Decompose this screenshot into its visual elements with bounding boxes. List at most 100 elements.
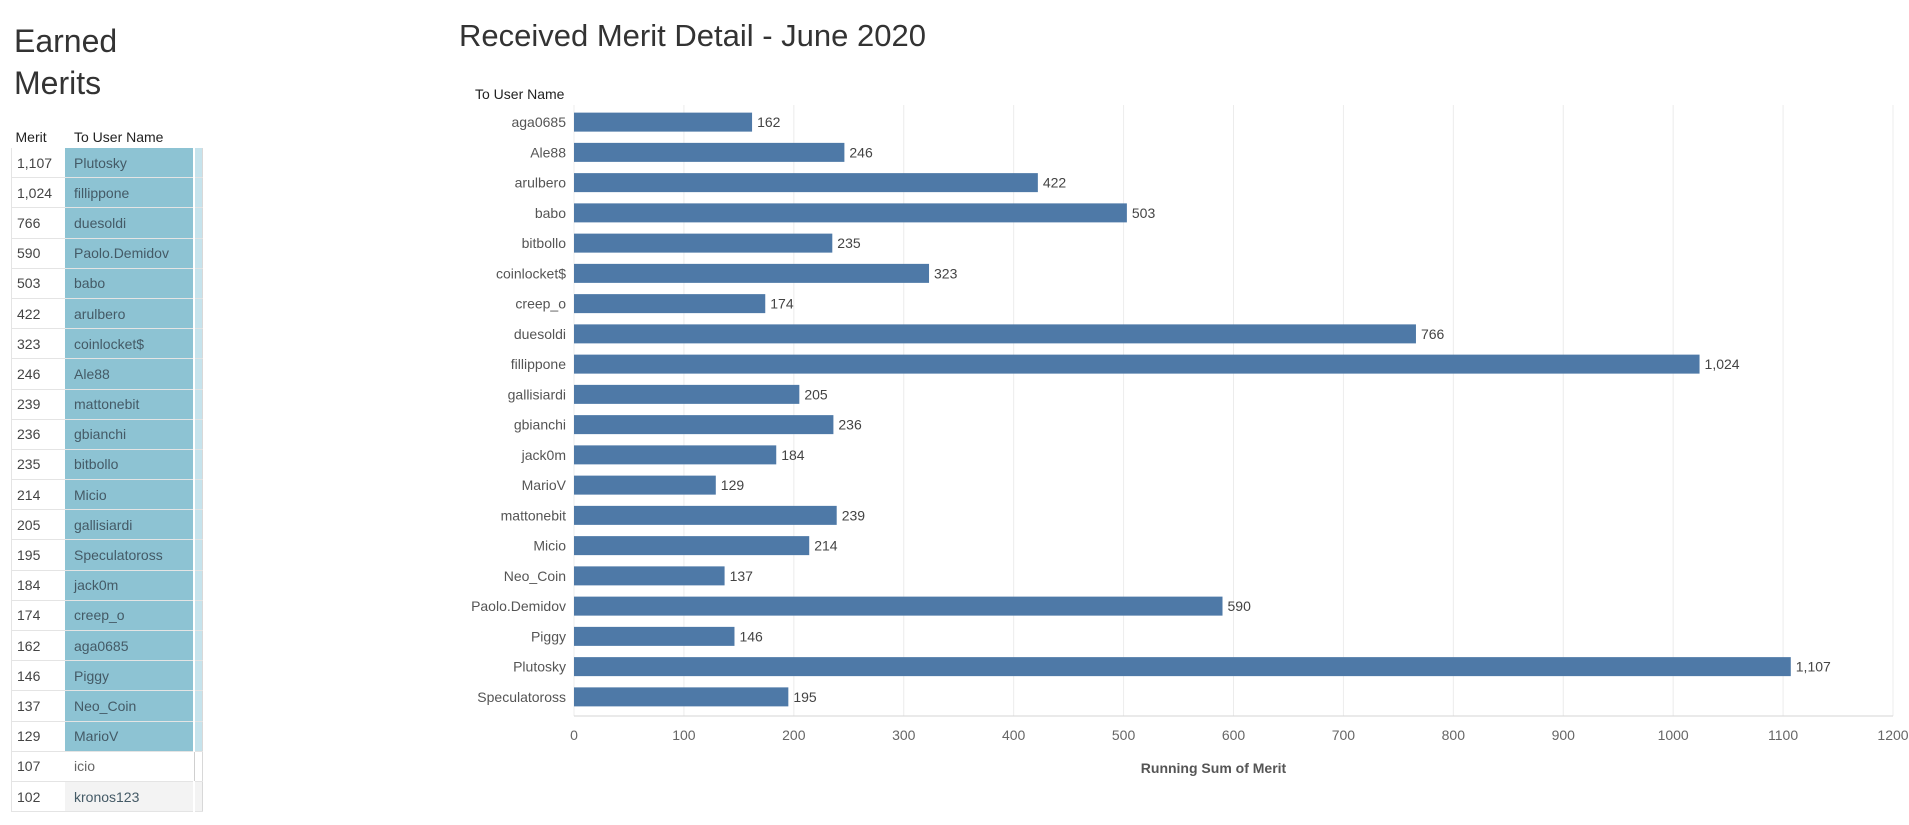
user-name-cell[interactable]: gbianchi	[65, 419, 194, 450]
user-name-cell[interactable]: coinlocket$	[65, 328, 194, 360]
bar[interactable]	[574, 415, 834, 435]
table-row[interactable]: 195 Speculatoross	[11, 539, 203, 571]
row-scroll-strip	[193, 509, 203, 541]
table-row[interactable]: 422 arulbero	[11, 298, 203, 330]
row-scroll-strip	[193, 600, 203, 632]
bar[interactable]	[574, 475, 716, 495]
table-row[interactable]: 239 mattonebit	[11, 389, 203, 420]
category-label: bitbollo	[522, 235, 567, 251]
user-name-cell[interactable]: Paolo.Demidov	[65, 238, 194, 269]
bar[interactable]	[574, 505, 837, 525]
merit-cell: 102	[11, 781, 65, 813]
bar-value-label: 246	[849, 144, 873, 160]
bar[interactable]	[574, 263, 930, 283]
user-name-cell[interactable]: Speculatoross	[65, 539, 194, 571]
bar[interactable]	[574, 687, 789, 707]
category-label: Plutosky	[513, 659, 566, 675]
bar[interactable]	[574, 233, 833, 253]
category-label: coinlocket$	[496, 265, 566, 281]
bar[interactable]	[574, 112, 753, 132]
table-row[interactable]: 323 coinlocket$	[11, 328, 203, 360]
row-scroll-strip	[193, 660, 203, 692]
table-row[interactable]: 235 bitbollo	[11, 449, 203, 481]
x-tick-label: 900	[1552, 727, 1576, 743]
user-name-cell[interactable]: kronos123	[65, 781, 194, 813]
category-label: arulbero	[515, 175, 567, 191]
table-row[interactable]: 174 creep_o	[11, 600, 203, 632]
row-scroll-strip	[193, 570, 203, 601]
bar-value-label: 590	[1228, 598, 1252, 614]
bar[interactable]	[574, 657, 1791, 677]
table-row[interactable]: 205 gallisiardi	[11, 509, 203, 541]
bar[interactable]	[574, 203, 1127, 223]
bar[interactable]	[574, 566, 725, 586]
x-axis-title: Running Sum of Merit	[1141, 760, 1287, 776]
merit-cell: 162	[11, 630, 65, 662]
user-name-cell[interactable]: Ale88	[65, 358, 194, 390]
user-name-cell[interactable]: MarioV	[65, 721, 194, 752]
category-label: fillippone	[511, 356, 566, 372]
chart-title: Received Merit Detail - June 2020	[459, 18, 926, 53]
table-header-row: Merit To User Name	[12, 126, 203, 148]
user-name-cell[interactable]: duesoldi	[65, 207, 194, 239]
bar[interactable]	[574, 173, 1038, 193]
user-name-cell[interactable]: bitbollo	[65, 449, 194, 481]
bar[interactable]	[574, 445, 777, 465]
category-label: Ale88	[530, 144, 566, 160]
table-row[interactable]: 102 kronos123	[11, 781, 203, 813]
bar-value-label: 137	[730, 568, 754, 584]
earned-merits-panel: Earned Merits	[14, 20, 204, 104]
user-name-cell[interactable]: jack0m	[65, 570, 194, 601]
table-row[interactable]: 236 gbianchi	[11, 419, 203, 450]
bar[interactable]	[574, 536, 810, 556]
user-name-cell[interactable]: gallisiardi	[65, 509, 194, 541]
bar[interactable]	[574, 384, 800, 404]
bar[interactable]	[574, 142, 845, 162]
bar[interactable]	[574, 294, 766, 314]
row-scroll-strip	[193, 479, 203, 511]
merit-cell: 246	[11, 358, 65, 390]
user-name-cell[interactable]: arulbero	[65, 298, 194, 330]
row-scroll-strip	[193, 419, 203, 450]
bar[interactable]	[574, 324, 1416, 344]
table-row[interactable]: 107 icio	[11, 751, 203, 782]
user-name-cell[interactable]: aga0685	[65, 630, 194, 662]
table-row[interactable]: 503 babo	[11, 268, 203, 299]
user-name-cell[interactable]: fillippone	[65, 177, 194, 209]
table-row[interactable]: 129 MarioV	[11, 721, 203, 752]
earned-merits-rows: 1,107 Plutosky 1,024 fillippone 766 duesoldi 5…	[11, 148, 203, 813]
table-row[interactable]: 246 Ale88	[11, 358, 203, 390]
user-name-cell[interactable]: Micio	[65, 479, 194, 511]
x-tick-label: 500	[1112, 727, 1136, 743]
bar[interactable]	[574, 596, 1223, 616]
table-row[interactable]: 1,024 fillippone	[11, 177, 203, 209]
table-row[interactable]: 766 duesoldi	[11, 207, 203, 239]
category-label: aga0685	[511, 114, 566, 130]
table-row[interactable]: 146 Piggy	[11, 660, 203, 692]
table-row[interactable]: 590 Paolo.Demidov	[11, 238, 203, 269]
row-header-label[interactable]: To User Name	[475, 86, 565, 102]
user-name-cell[interactable]: Piggy	[65, 660, 194, 692]
x-tick-label: 1200	[1877, 727, 1908, 743]
bar[interactable]	[574, 626, 735, 646]
merit-cell: 146	[11, 660, 65, 692]
row-scroll-strip	[193, 449, 203, 481]
x-tick-label: 200	[782, 727, 806, 743]
table-row[interactable]: 162 aga0685	[11, 630, 203, 662]
user-name-cell[interactable]: icio	[65, 751, 194, 782]
user-name-cell[interactable]: Neo_Coin	[65, 690, 194, 722]
user-name-cell[interactable]: babo	[65, 268, 194, 299]
table-row[interactable]: 184 jack0m	[11, 570, 203, 601]
bar[interactable]	[574, 354, 1700, 374]
bar-value-label: 162	[757, 114, 781, 130]
merit-cell: 107	[11, 751, 65, 782]
table-row[interactable]: 1,107 Plutosky	[11, 148, 203, 179]
merit-column-header[interactable]: Merit	[15, 129, 47, 145]
table-row[interactable]: 137 Neo_Coin	[11, 690, 203, 722]
user-name-cell[interactable]: mattonebit	[65, 389, 194, 420]
user-name-cell[interactable]: creep_o	[65, 600, 194, 632]
user-name-cell[interactable]: Plutosky	[65, 148, 194, 179]
table-row[interactable]: 214 Micio	[11, 479, 203, 511]
category-label: duesoldi	[514, 326, 566, 342]
user-column-header[interactable]: To User Name	[74, 129, 164, 145]
